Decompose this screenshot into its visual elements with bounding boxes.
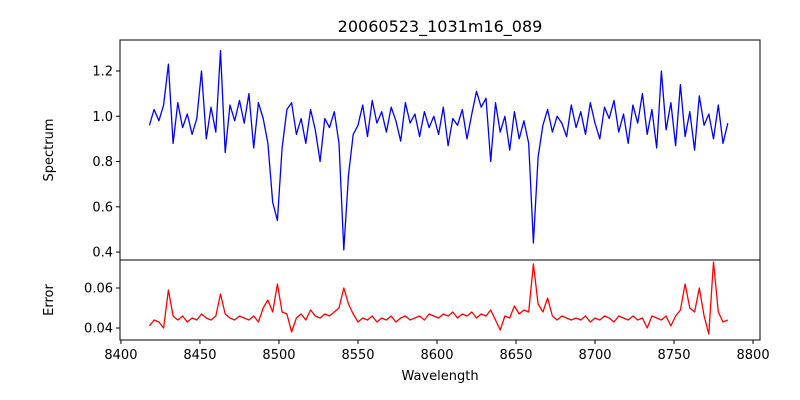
spectrum-y-tick-label: 1.2 (92, 65, 113, 80)
x-tick-label: 8450 (183, 348, 216, 363)
spectrum-y-tick-label: 0.8 (92, 155, 113, 170)
bottom-y-axis-label: Error (42, 284, 57, 316)
x-tick-label: 8750 (657, 348, 690, 363)
x-tick-label: 8650 (499, 348, 532, 363)
bottom-axes-frame (119, 259, 761, 341)
error-y-tick-label: 0.04 (84, 322, 113, 337)
x-tick-label: 8700 (578, 348, 611, 363)
spectrum-y-tick-label: 0.4 (92, 246, 113, 261)
x-tick-label: 8800 (737, 348, 770, 363)
x-axis-label: Wavelength (401, 369, 478, 384)
spectrum-series-line (148, 49, 729, 251)
spectrum-y-tick-label: 1.0 (92, 110, 113, 125)
x-tick-label: 8550 (341, 348, 374, 363)
error-series-line (148, 261, 729, 335)
x-tick-label: 8500 (262, 348, 295, 363)
x-tick-label: 8400 (104, 348, 137, 363)
spectrum-y-tick-label: 0.6 (92, 200, 113, 215)
error-y-tick-label: 0.06 (84, 282, 113, 297)
top-axes-frame (119, 39, 761, 261)
chart-title: 20060523_1031m16_089 (338, 17, 543, 37)
x-tick-label: 8600 (420, 348, 453, 363)
top-y-axis-label: Spectrum (42, 119, 57, 182)
